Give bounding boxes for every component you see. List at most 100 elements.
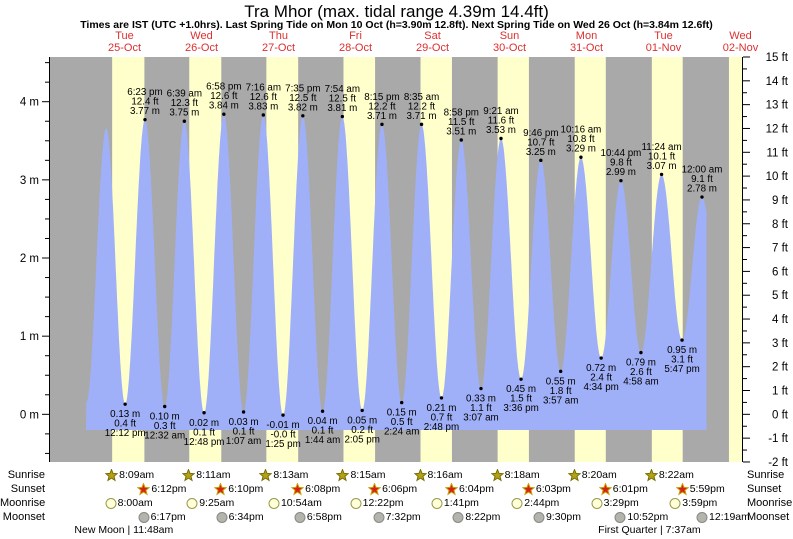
tide-point-dot [202,411,206,415]
high-tide-label: 7:54 am [325,84,360,95]
low-tide-label: 0.55 m [546,376,576,387]
day-label: Wed 02-Nov [723,30,758,54]
sunrise-icon [336,469,350,482]
day-label: Thu 27-Oct [262,30,295,54]
moonset-time: 7:32pm [385,511,421,523]
ft-axis-label: 9 ft [772,195,789,207]
sunrise-entry: 8:09am [105,469,154,482]
tide-point-dot [241,410,246,414]
high-tide-label: 3.25 m [526,147,556,158]
sunrise-icon [182,469,196,482]
moonset-entry: 9:30pm [533,511,581,524]
low-tide-label: 0.45 m [506,384,536,395]
moonset-time: 8:22pm [465,511,501,523]
sunset-entry: 6:01pm [598,483,648,496]
low-tide-label: 0.7 ft [431,412,453,423]
sunset-time: 6:10pm [228,483,264,495]
m-axis-label: 1 m [20,331,39,343]
moonrise-row-label-left: Moonrise [0,497,46,509]
tide-point-dot [360,408,364,413]
high-tide-label: 3.29 m [566,144,596,155]
low-tide-label: 1.8 ft [550,386,572,397]
high-tide-label: 3.71 m [407,111,437,122]
ft-axis-label: -1 ft [768,433,789,445]
tide-point-dot [320,409,325,413]
sunset-entry: 6:04pm [444,483,494,496]
low-tide-label: 0.1 ft [233,426,255,437]
tide-point-dot [143,117,147,122]
sunset-entry: 6:03pm [521,483,571,496]
moonrise-icon [186,498,198,509]
tide-point-dot [639,350,643,355]
high-tide-label: 3.84 m [209,101,239,112]
tide-point-dot [222,112,226,116]
daylight-band [728,57,743,462]
high-tide-label: 10:16 am [561,125,602,136]
low-tide-label: 3:07 am [463,413,498,424]
sunset-time: 6:12pm [151,483,187,495]
day-name: Mon [575,30,598,42]
low-tide-label: 3.1 ft [671,355,693,366]
moonset-time: 6:17pm [150,511,186,523]
day-label: Tue 25-Oct [108,30,141,54]
moonset-time: 12:19am [709,511,750,523]
tide-point-dot [599,356,603,360]
day-date: 31-Oct [569,41,604,54]
sunrise-time: 8:20am [581,469,617,481]
tide-point-dot [700,195,704,199]
moonset-time: 6:58pm [306,511,342,523]
tide-point-dot [380,122,384,127]
low-tide-label: 0.15 m [387,408,417,419]
low-tide-label: 0.2 ft [351,425,373,436]
low-tide-label: 0.95 m [667,345,697,356]
sunrise-time: 8:18am [504,469,540,481]
low-tide-label: 0.4 ft [114,419,136,430]
ft-axis-label: 0 ft [772,409,789,421]
day-name: Thu [269,30,288,42]
day-label: Tue 01-Nov [646,30,681,54]
high-tide-label: 11.6 ft [488,115,515,126]
low-tide-label: 12:12 pm [105,428,146,439]
tide-chart-svg: 4 m 3 m 2 m 1 m 0 m 15 ft 14 ft 13 ft 12 ft 11 ft… [20,52,789,469]
ft-axis-label: -2 ft [768,457,789,469]
tide-point-dot [479,386,483,391]
day-date: 26-Oct [184,41,219,54]
high-tide-label: 3.83 m [248,101,278,112]
moonrise-time: 3:29pm [603,497,639,509]
tide-point-dot [261,113,266,117]
low-tide-label: 0.13 m [110,409,140,420]
sunrise-icon [567,469,581,482]
tide-point-dot [659,172,664,177]
day-date: 29-Oct [415,41,450,54]
tide-curve [86,114,707,430]
high-tide-label: 8:15 pm [364,92,399,103]
low-tide-label: 3:36 pm [503,403,538,414]
moonset-icon [696,512,708,523]
sunrise-icon [413,469,427,482]
moonrise-icon [669,498,681,509]
moonset-entry: 6:34pm [216,511,264,524]
high-tide-label: 3.77 m [130,106,160,117]
moonset-entry: 8:22pm [452,511,500,524]
sunset-icon [137,483,151,496]
sunrise-entry: 8:22am [644,469,694,482]
low-tide-label: 2:24 am [384,427,419,438]
tide-point-dot [459,138,463,142]
tide-point-dot [123,402,127,406]
sunrise-entry: 8:18am [490,469,540,482]
high-tide-label: 12.5 ft [329,94,357,105]
sunrise-icon [490,469,504,482]
high-tide-label: 8:35 am [404,92,439,103]
moonset-icon [533,512,545,523]
day-name: Wed [190,30,213,42]
moon-phase-note: First Quarter | 7:37am [598,524,701,536]
high-tide-label: 11.5 ft [448,117,475,128]
sunset-icon [444,483,458,496]
moonset-entry: 7:32pm [373,511,421,524]
ft-axis-label: 7 ft [772,243,789,255]
sunset-entry: 6:10pm [214,483,263,496]
moonrise-time: 10:54am [280,497,322,509]
low-tide-label: 1.1 ft [470,403,492,414]
high-tide-label: 10.8 ft [567,134,595,145]
high-tide-label: 12:00 am [682,165,723,176]
